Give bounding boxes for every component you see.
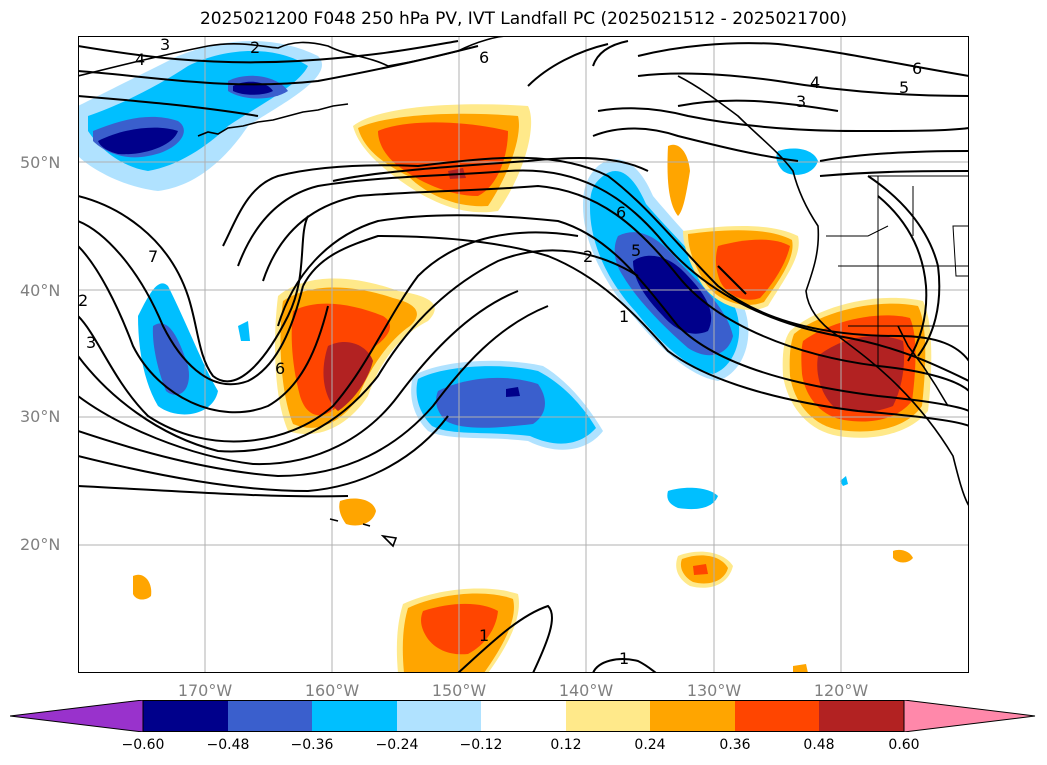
contour-label: 1 [619,307,629,326]
contour-label: 4 [810,73,820,92]
colorbar-tick-label: −0.24 [375,737,419,753]
colorbar [10,700,1036,732]
contour-label: 5 [631,241,641,260]
coastlines [78,36,969,548]
contour-label: 6 [479,48,489,67]
colorbar-arrow-high [903,700,1036,732]
colorbar-tick-label: −0.12 [459,737,503,753]
colorbar-bin [566,700,650,732]
colorbar-tick-label: 0.12 [550,737,582,753]
colorbar-bin [735,700,819,732]
contour-label: 2 [78,291,88,310]
contour-label: 6 [912,59,922,78]
contour-label-layer: 3 2 4 6 4 5 6 3 7 2 3 6 6 5 2 1 1 1 [78,36,922,668]
colorbar-tick-label: 0.24 [634,737,666,753]
lon-label: 140°W [558,681,614,700]
map-panel: 3 2 4 6 4 5 6 3 7 2 3 6 6 5 2 1 1 1 [78,36,969,673]
lat-label: 50°N [20,153,61,172]
lon-label: 120°W [813,681,869,700]
colorbar-tick-label: −0.36 [290,737,334,753]
contour-label: 3 [160,36,170,54]
colorbar-tick-label: −0.60 [121,737,165,753]
contour-label: 3 [796,92,806,111]
lon-label: 160°W [304,681,360,700]
colorbar-tick-label: 0.36 [719,737,751,753]
contour-label: 5 [899,78,909,97]
colorbar-bin [397,700,481,732]
contour-label: 2 [250,38,260,57]
negative-anomaly-region-nw-darkest [98,127,178,155]
chart-title: 2025021200 F048 250 hPa PV, IVT Landfall… [199,9,847,29]
lat-label: 30°N [20,407,61,426]
contour-label: 2 [583,247,593,266]
lat-label: 40°N [20,281,61,300]
contour-label: 6 [616,203,626,222]
positive-anomaly-region-hawaii [339,498,376,526]
graticule [78,36,969,673]
hawaii-islands [329,518,398,548]
lon-label: 170°W [177,681,233,700]
colorbar-arrow-low [10,700,144,732]
alaska-coast [78,36,509,77]
contour-label: 7 [148,247,158,266]
colorbar-bin [650,700,735,732]
lat-label: 20°N [20,535,61,554]
colorbar-bin [143,700,228,732]
colorbar-bin [228,700,312,732]
colorbar-tick-label: 0.48 [803,737,835,753]
contour-label: 4 [135,50,145,69]
lon-label: 130°W [686,681,742,700]
north-america-coast [677,75,969,507]
contour-label: 1 [479,626,489,645]
lon-label: 150°W [431,681,487,700]
colorbar-tick-label: −0.48 [206,737,250,753]
colorbar-bin [481,700,566,732]
contour-label: 6 [275,359,285,378]
colorbar-tick-label: 0.60 [888,737,920,753]
contour-label: 1 [619,649,629,668]
colorbar-bin [819,700,904,732]
colorbar-bin [312,700,397,732]
contour-label: 3 [86,333,96,352]
